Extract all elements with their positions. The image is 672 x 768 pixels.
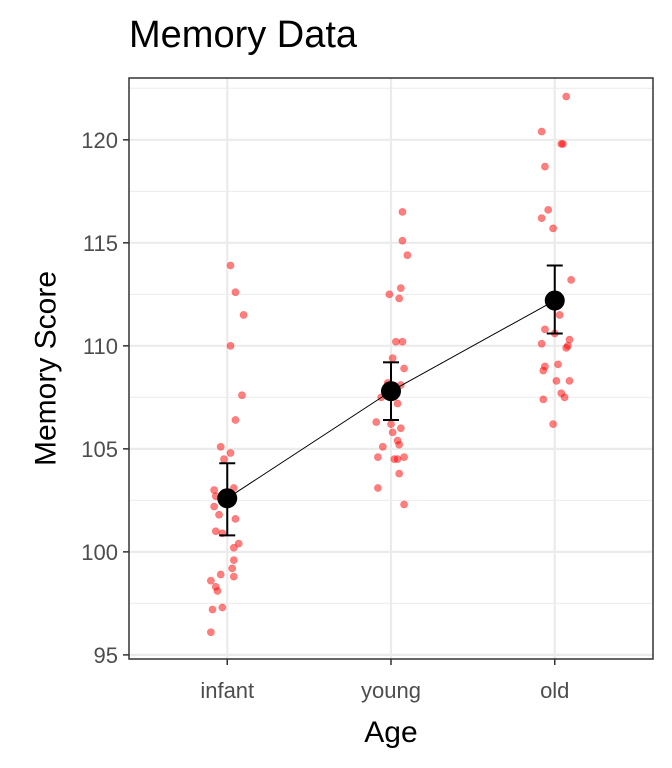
data-point <box>403 251 412 260</box>
data-point <box>208 605 217 614</box>
x-tick-label: young <box>361 678 421 703</box>
data-point <box>400 500 408 509</box>
data-point <box>400 364 408 373</box>
data-point <box>549 224 558 233</box>
x-tick-label: old <box>540 678 569 703</box>
data-point <box>395 294 404 303</box>
data-point <box>372 418 381 426</box>
data-point <box>537 214 546 222</box>
data-point <box>541 325 549 334</box>
mean-point <box>544 290 565 311</box>
y-tick-label: 95 <box>94 643 118 668</box>
data-point <box>398 208 407 216</box>
data-point <box>231 416 240 424</box>
data-point <box>229 556 238 565</box>
data-point <box>211 527 220 536</box>
data-point <box>231 515 240 523</box>
data-point <box>552 376 561 385</box>
data-point <box>393 455 402 464</box>
data-point <box>537 127 546 136</box>
data-point <box>229 572 238 581</box>
data-point <box>562 92 571 101</box>
data-point <box>220 455 228 464</box>
data-point <box>226 261 235 270</box>
data-point <box>387 420 395 429</box>
data-point <box>398 337 407 346</box>
data-point <box>398 236 407 245</box>
data-point <box>234 539 243 548</box>
data-point <box>206 576 215 585</box>
y-tick-label: 120 <box>81 128 118 153</box>
data-point <box>560 393 569 402</box>
mean-point <box>381 381 401 402</box>
data-point <box>373 453 382 461</box>
mean-point <box>217 488 238 509</box>
data-point <box>229 543 238 552</box>
data-point <box>549 420 558 429</box>
y-tick-label: 110 <box>83 334 118 359</box>
data-point <box>231 288 240 297</box>
data-point <box>228 564 237 573</box>
data-point <box>239 311 248 319</box>
data-point <box>395 469 404 478</box>
data-point <box>213 587 222 595</box>
data-point <box>396 424 405 433</box>
data-point <box>541 162 549 171</box>
data-point <box>206 628 215 637</box>
data-point <box>396 284 405 293</box>
jitter-points-layer <box>206 92 576 637</box>
data-point <box>218 603 227 612</box>
data-point <box>393 399 402 408</box>
data-point <box>567 276 576 284</box>
data-point <box>544 205 553 214</box>
data-point <box>385 290 394 299</box>
mean-summary-layer <box>217 264 565 537</box>
data-point <box>565 376 574 385</box>
x-axis-title: Age <box>364 716 417 749</box>
data-point <box>373 484 382 492</box>
data-point <box>554 360 562 369</box>
data-point <box>388 354 397 363</box>
data-point <box>555 311 564 319</box>
y-axis-title: Memory Score <box>30 271 63 466</box>
data-point <box>378 442 387 451</box>
data-point <box>562 343 571 352</box>
chart-title: Memory Data <box>129 14 358 56</box>
data-point <box>400 453 408 461</box>
data-point <box>392 337 400 346</box>
data-point <box>539 395 548 404</box>
axes-layer: 95 100 105 110 115 120 infant young old <box>81 128 569 703</box>
data-point <box>559 140 567 148</box>
data-point <box>226 449 235 457</box>
data-point <box>216 570 225 579</box>
y-tick-label: 100 <box>81 540 118 565</box>
data-point <box>388 428 397 437</box>
data-point <box>537 339 546 348</box>
x-tick-label: infant <box>200 678 254 703</box>
data-point <box>395 440 404 449</box>
data-point <box>210 502 219 511</box>
data-point <box>539 366 548 375</box>
data-point <box>215 510 223 519</box>
y-tick-label: 115 <box>83 231 118 256</box>
y-tick-label: 105 <box>81 437 118 462</box>
data-point <box>238 391 246 400</box>
data-point <box>216 442 225 451</box>
data-point <box>226 341 235 350</box>
